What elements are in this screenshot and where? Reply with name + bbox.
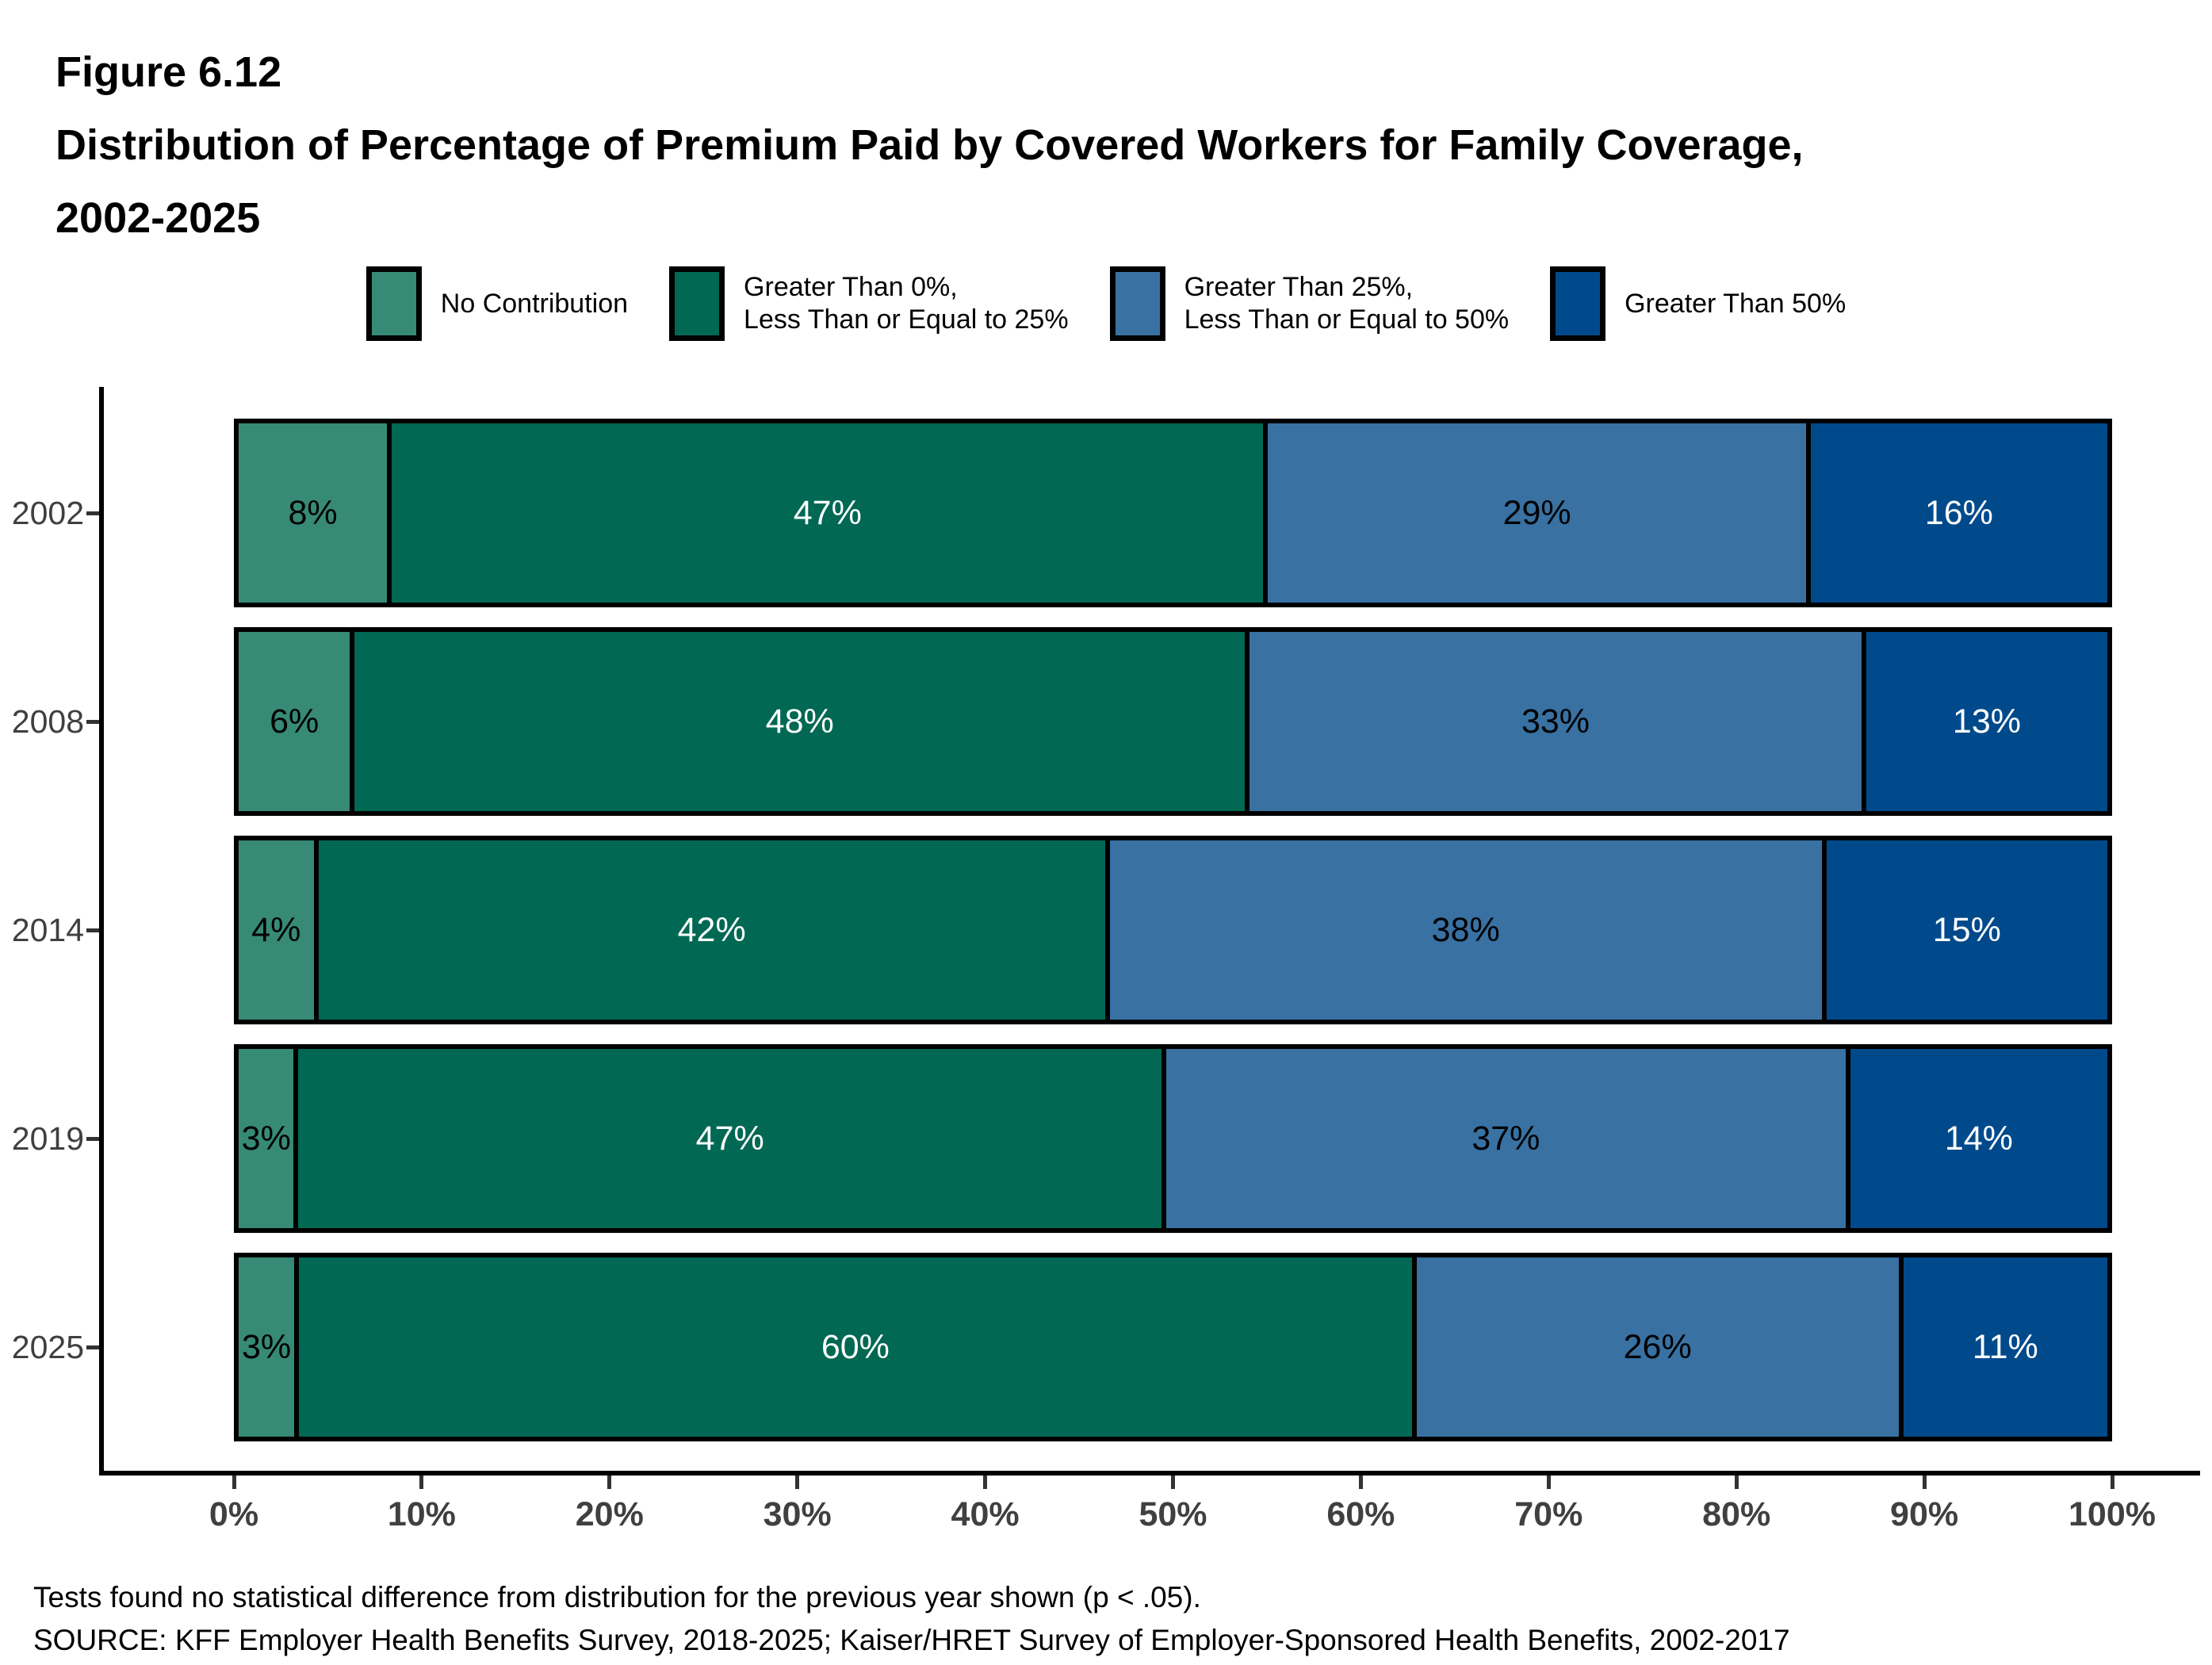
- x-axis-tick-label: 90%: [1890, 1495, 1959, 1533]
- x-axis-tick-label: 0%: [209, 1495, 259, 1533]
- bar-segment: 15%: [1826, 840, 2107, 1020]
- bar-segment: 47%: [392, 423, 1269, 603]
- figure-title-years: 2002-2025: [55, 194, 261, 242]
- bar-segment: 11%: [1903, 1257, 2108, 1437]
- bar-segment-label: 26%: [1623, 1327, 1692, 1366]
- bar-segment-label: 37%: [1471, 1119, 1540, 1158]
- bar-segment-label: 60%: [821, 1327, 890, 1366]
- x-axis-tick-label: 60%: [1326, 1495, 1395, 1533]
- bars: 8% 47% 29% 16% 6% 48% 33% 13% 4% 42% 38% 15% 3% 47% 37…: [234, 419, 2112, 1461]
- bar-segment-label: 4%: [251, 910, 301, 949]
- x-axis-tick: [232, 1476, 236, 1489]
- bar-segment: 16%: [1810, 423, 2107, 603]
- x-axis-tick-label: 30%: [763, 1495, 832, 1533]
- footnote-source: SOURCE: KFF Employer Health Benefits Sur…: [33, 1624, 1790, 1656]
- bar-segment: 38%: [1109, 840, 1827, 1020]
- legend-item: Greater Than 50%: [1550, 266, 1846, 341]
- y-axis-tick: [86, 511, 99, 515]
- year-axis-label: 2002: [11, 494, 84, 531]
- x-axis-tick-label: 50%: [1139, 1495, 1207, 1533]
- x-axis-tick: [1734, 1476, 1739, 1489]
- y-axis-tick: [86, 1137, 99, 1141]
- bar-segment-label: 33%: [1521, 702, 1590, 741]
- bar-segment: 13%: [1866, 632, 2107, 811]
- bar-segment: 8%: [239, 423, 392, 603]
- x-axis-tick-label: 100%: [2068, 1495, 2156, 1533]
- bar-segment: 33%: [1250, 632, 1866, 811]
- bar-segment-label: 47%: [793, 493, 862, 532]
- bar-segment: 26%: [1416, 1257, 1904, 1437]
- bar-segment-label: 15%: [1932, 910, 2001, 949]
- x-axis-tick: [1922, 1476, 1927, 1489]
- x-axis-tick-label: 70%: [1514, 1495, 1583, 1533]
- bar-segment: 3%: [239, 1257, 300, 1437]
- bar-segment-label: 29%: [1502, 493, 1571, 532]
- bar-segment: 29%: [1268, 423, 1811, 603]
- bar-segment: 37%: [1165, 1049, 1850, 1228]
- legend: No Contribution Greater Than 0%, Less Tha…: [0, 266, 2212, 341]
- legend-label: Greater Than 50%: [1625, 288, 1847, 319]
- bar-segment-label: 48%: [765, 702, 834, 741]
- x-axis-tick: [607, 1476, 612, 1489]
- bar-row-2025: 3% 60% 26% 11%: [234, 1253, 2112, 1441]
- bar-segment-label: 14%: [1944, 1119, 2013, 1158]
- bar-segment-label: 8%: [288, 493, 338, 532]
- legend-label: Greater Than 0%, Less Than or Equal to 2…: [744, 272, 1069, 335]
- x-axis-tick-label: 40%: [951, 1495, 1020, 1533]
- bar-segment-label: 13%: [1952, 702, 2021, 741]
- legend-label: No Contribution: [440, 288, 629, 319]
- y-axis-tick: [86, 720, 99, 724]
- x-axis-tick: [1358, 1476, 1363, 1489]
- footnote-note: Tests found no statistical difference fr…: [33, 1581, 1201, 1613]
- bar-segment-label: 3%: [241, 1119, 291, 1158]
- bar-segment-label: 47%: [695, 1119, 764, 1158]
- figure-title: Distribution of Percentage of Premium Pa…: [55, 121, 1804, 169]
- y-axis-line: [99, 387, 104, 1476]
- legend-item: No Contribution: [365, 266, 629, 341]
- legend-swatch: [365, 266, 422, 341]
- bar-row-2008: 6% 48% 33% 13%: [234, 627, 2112, 816]
- bar-row-2019: 3% 47% 37% 14%: [234, 1044, 2112, 1233]
- x-axis-tick-label: 10%: [387, 1495, 456, 1533]
- bar-segment: 42%: [318, 840, 1110, 1020]
- legend-item: Greater Than 25%, Less Than or Equal to …: [1109, 266, 1510, 341]
- bar-segment-label: 3%: [242, 1327, 292, 1366]
- x-axis-line: [99, 1471, 2200, 1476]
- legend-swatch: [1109, 266, 1165, 341]
- x-axis-tick-label: 20%: [575, 1495, 644, 1533]
- bar-row-2014: 4% 42% 38% 15%: [234, 836, 2112, 1024]
- legend-swatch: [669, 266, 725, 341]
- bar-segment: 6%: [239, 632, 355, 811]
- x-axis-tick: [419, 1476, 424, 1489]
- x-axis-tick-label: 80%: [1702, 1495, 1771, 1533]
- x-axis-tick: [1171, 1476, 1175, 1489]
- bar-row-2002: 8% 47% 29% 16%: [234, 419, 2112, 607]
- legend-swatch: [1550, 266, 1606, 341]
- x-axis-tick: [795, 1476, 800, 1489]
- legend-label: Greater Than 25%, Less Than or Equal to …: [1184, 272, 1510, 335]
- year-axis-label: 2008: [11, 702, 84, 740]
- bar-segment: 4%: [239, 840, 319, 1020]
- legend-item: Greater Than 0%, Less Than or Equal to 2…: [669, 266, 1069, 341]
- bar-segment-label: 16%: [1924, 493, 1993, 532]
- bar-segment: 47%: [298, 1049, 1166, 1228]
- bar-segment: 48%: [354, 632, 1250, 811]
- x-axis-tick: [2110, 1476, 2114, 1489]
- bar-segment: 60%: [299, 1257, 1417, 1437]
- figure-label: Figure 6.12: [55, 48, 282, 96]
- bar-segment-label: 42%: [677, 910, 746, 949]
- year-axis-label: 2019: [11, 1120, 84, 1157]
- bar-segment: 3%: [239, 1049, 299, 1228]
- bar-segment-label: 11%: [1972, 1327, 2038, 1366]
- bar-segment: 14%: [1850, 1049, 2107, 1228]
- year-axis-label: 2014: [11, 911, 84, 948]
- year-axis-label: 2025: [11, 1328, 84, 1365]
- bar-segment-label: 6%: [270, 702, 320, 741]
- bar-segment-label: 38%: [1431, 910, 1500, 949]
- y-axis-tick: [86, 928, 99, 932]
- x-axis-tick: [983, 1476, 988, 1489]
- x-axis-tick: [1546, 1476, 1551, 1489]
- y-axis-tick: [86, 1345, 99, 1349]
